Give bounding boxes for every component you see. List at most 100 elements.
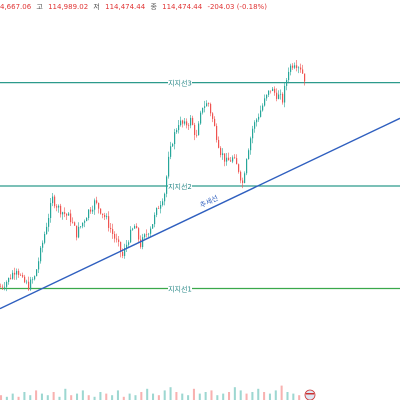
- candle-body: [292, 65, 294, 68]
- candle-body: [262, 105, 264, 111]
- candle-body: [52, 196, 54, 204]
- candle-body: [276, 92, 278, 99]
- candle-body: [94, 200, 96, 210]
- volume-bar: [93, 396, 96, 400]
- support-lines: 지지선3 지지선2 지지선1: [0, 78, 400, 294]
- volume-bar: [58, 396, 61, 400]
- candle-body: [140, 239, 142, 248]
- candle-body: [40, 247, 42, 262]
- volume-bar: [198, 393, 201, 400]
- candle-body: [86, 218, 88, 222]
- volume-bar: [23, 392, 26, 400]
- candle-body: [254, 122, 256, 129]
- volume-bar: [216, 395, 219, 400]
- candle-body: [146, 234, 148, 235]
- volume-bar: [5, 396, 8, 400]
- candle-body: [90, 209, 92, 212]
- candle-body: [250, 138, 252, 151]
- candle-body: [118, 239, 120, 242]
- trendline-label: 추세선: [198, 193, 219, 209]
- volume-bar: [140, 392, 143, 400]
- close-label: 종: [150, 3, 157, 11]
- support-label: 지지선2: [168, 182, 192, 191]
- candle-body: [110, 227, 112, 230]
- volume-bar: [228, 392, 231, 400]
- volume-bar: [169, 387, 172, 400]
- candle-body: [200, 112, 202, 124]
- candle-body: [44, 234, 46, 243]
- close-value: 114,474.44: [162, 3, 203, 11]
- flag-icon: [304, 389, 316, 400]
- volume-bar: [274, 390, 277, 400]
- volume-bar: [40, 393, 43, 400]
- candle-body: [142, 237, 144, 248]
- candle-body: [242, 180, 244, 183]
- support-label: 지지선1: [168, 285, 192, 294]
- volume-bar: [35, 390, 38, 400]
- support-label: 지지선3: [168, 79, 192, 88]
- candle-body: [74, 222, 76, 226]
- volume-bar: [29, 395, 32, 400]
- support-label-bg: [168, 284, 192, 293]
- candle-body: [230, 160, 232, 162]
- candle-body: [264, 98, 266, 106]
- volume-bar: [245, 393, 248, 400]
- candle-body: [148, 233, 150, 235]
- candle-body: [108, 216, 110, 228]
- volume-bar: [64, 388, 67, 400]
- candle-body: [164, 193, 166, 202]
- candle-body: [174, 132, 176, 145]
- trendline: [0, 117, 400, 310]
- candle-body: [182, 120, 184, 124]
- candle-body: [106, 216, 108, 218]
- candle-body: [208, 103, 210, 105]
- candle-body: [50, 203, 52, 219]
- candle-body: [268, 90, 270, 95]
- candle-body: [172, 144, 174, 147]
- candle-body: [238, 164, 240, 172]
- candle-body: [190, 117, 192, 126]
- candle-body: [16, 270, 18, 275]
- candle-body: [160, 204, 162, 209]
- volume-bar: [286, 392, 289, 400]
- candle-body: [134, 226, 136, 229]
- volume-bar: [181, 393, 184, 400]
- candle-body: [302, 69, 304, 74]
- candle-body: [82, 222, 84, 227]
- candle-body: [100, 208, 102, 214]
- volume-bar: [99, 392, 102, 400]
- volume-layer: [0, 385, 301, 400]
- candle-body: [0, 286, 2, 288]
- candle-body: [296, 65, 298, 68]
- volume-bar: [134, 395, 137, 400]
- candle-body: [216, 125, 218, 140]
- volume-bar: [233, 387, 236, 400]
- candle-body: [12, 272, 14, 279]
- volume-bar: [111, 395, 114, 400]
- candle-body: [244, 173, 246, 183]
- candle-body: [84, 221, 86, 223]
- volume-bar: [0, 395, 3, 400]
- candle-body: [274, 88, 276, 93]
- candle-body: [68, 213, 70, 216]
- volume-bar: [52, 392, 55, 400]
- open-value: 4,667.06: [0, 3, 32, 11]
- candle-body: [218, 139, 220, 148]
- candle-body: [54, 196, 56, 207]
- volume-bar: [298, 395, 301, 400]
- candle-body: [122, 251, 124, 256]
- candle-body: [260, 110, 262, 117]
- candle-body: [248, 150, 250, 160]
- candle-body: [270, 90, 272, 92]
- volume-bar: [187, 395, 190, 400]
- candle-body: [232, 157, 234, 162]
- volume-bar: [146, 388, 149, 400]
- flag-stripe: [306, 393, 314, 395]
- candle-body: [144, 234, 146, 238]
- candle-body: [48, 218, 50, 227]
- candles-layer: [0, 59, 306, 292]
- volume-bar: [175, 392, 178, 400]
- candle-body: [198, 123, 200, 136]
